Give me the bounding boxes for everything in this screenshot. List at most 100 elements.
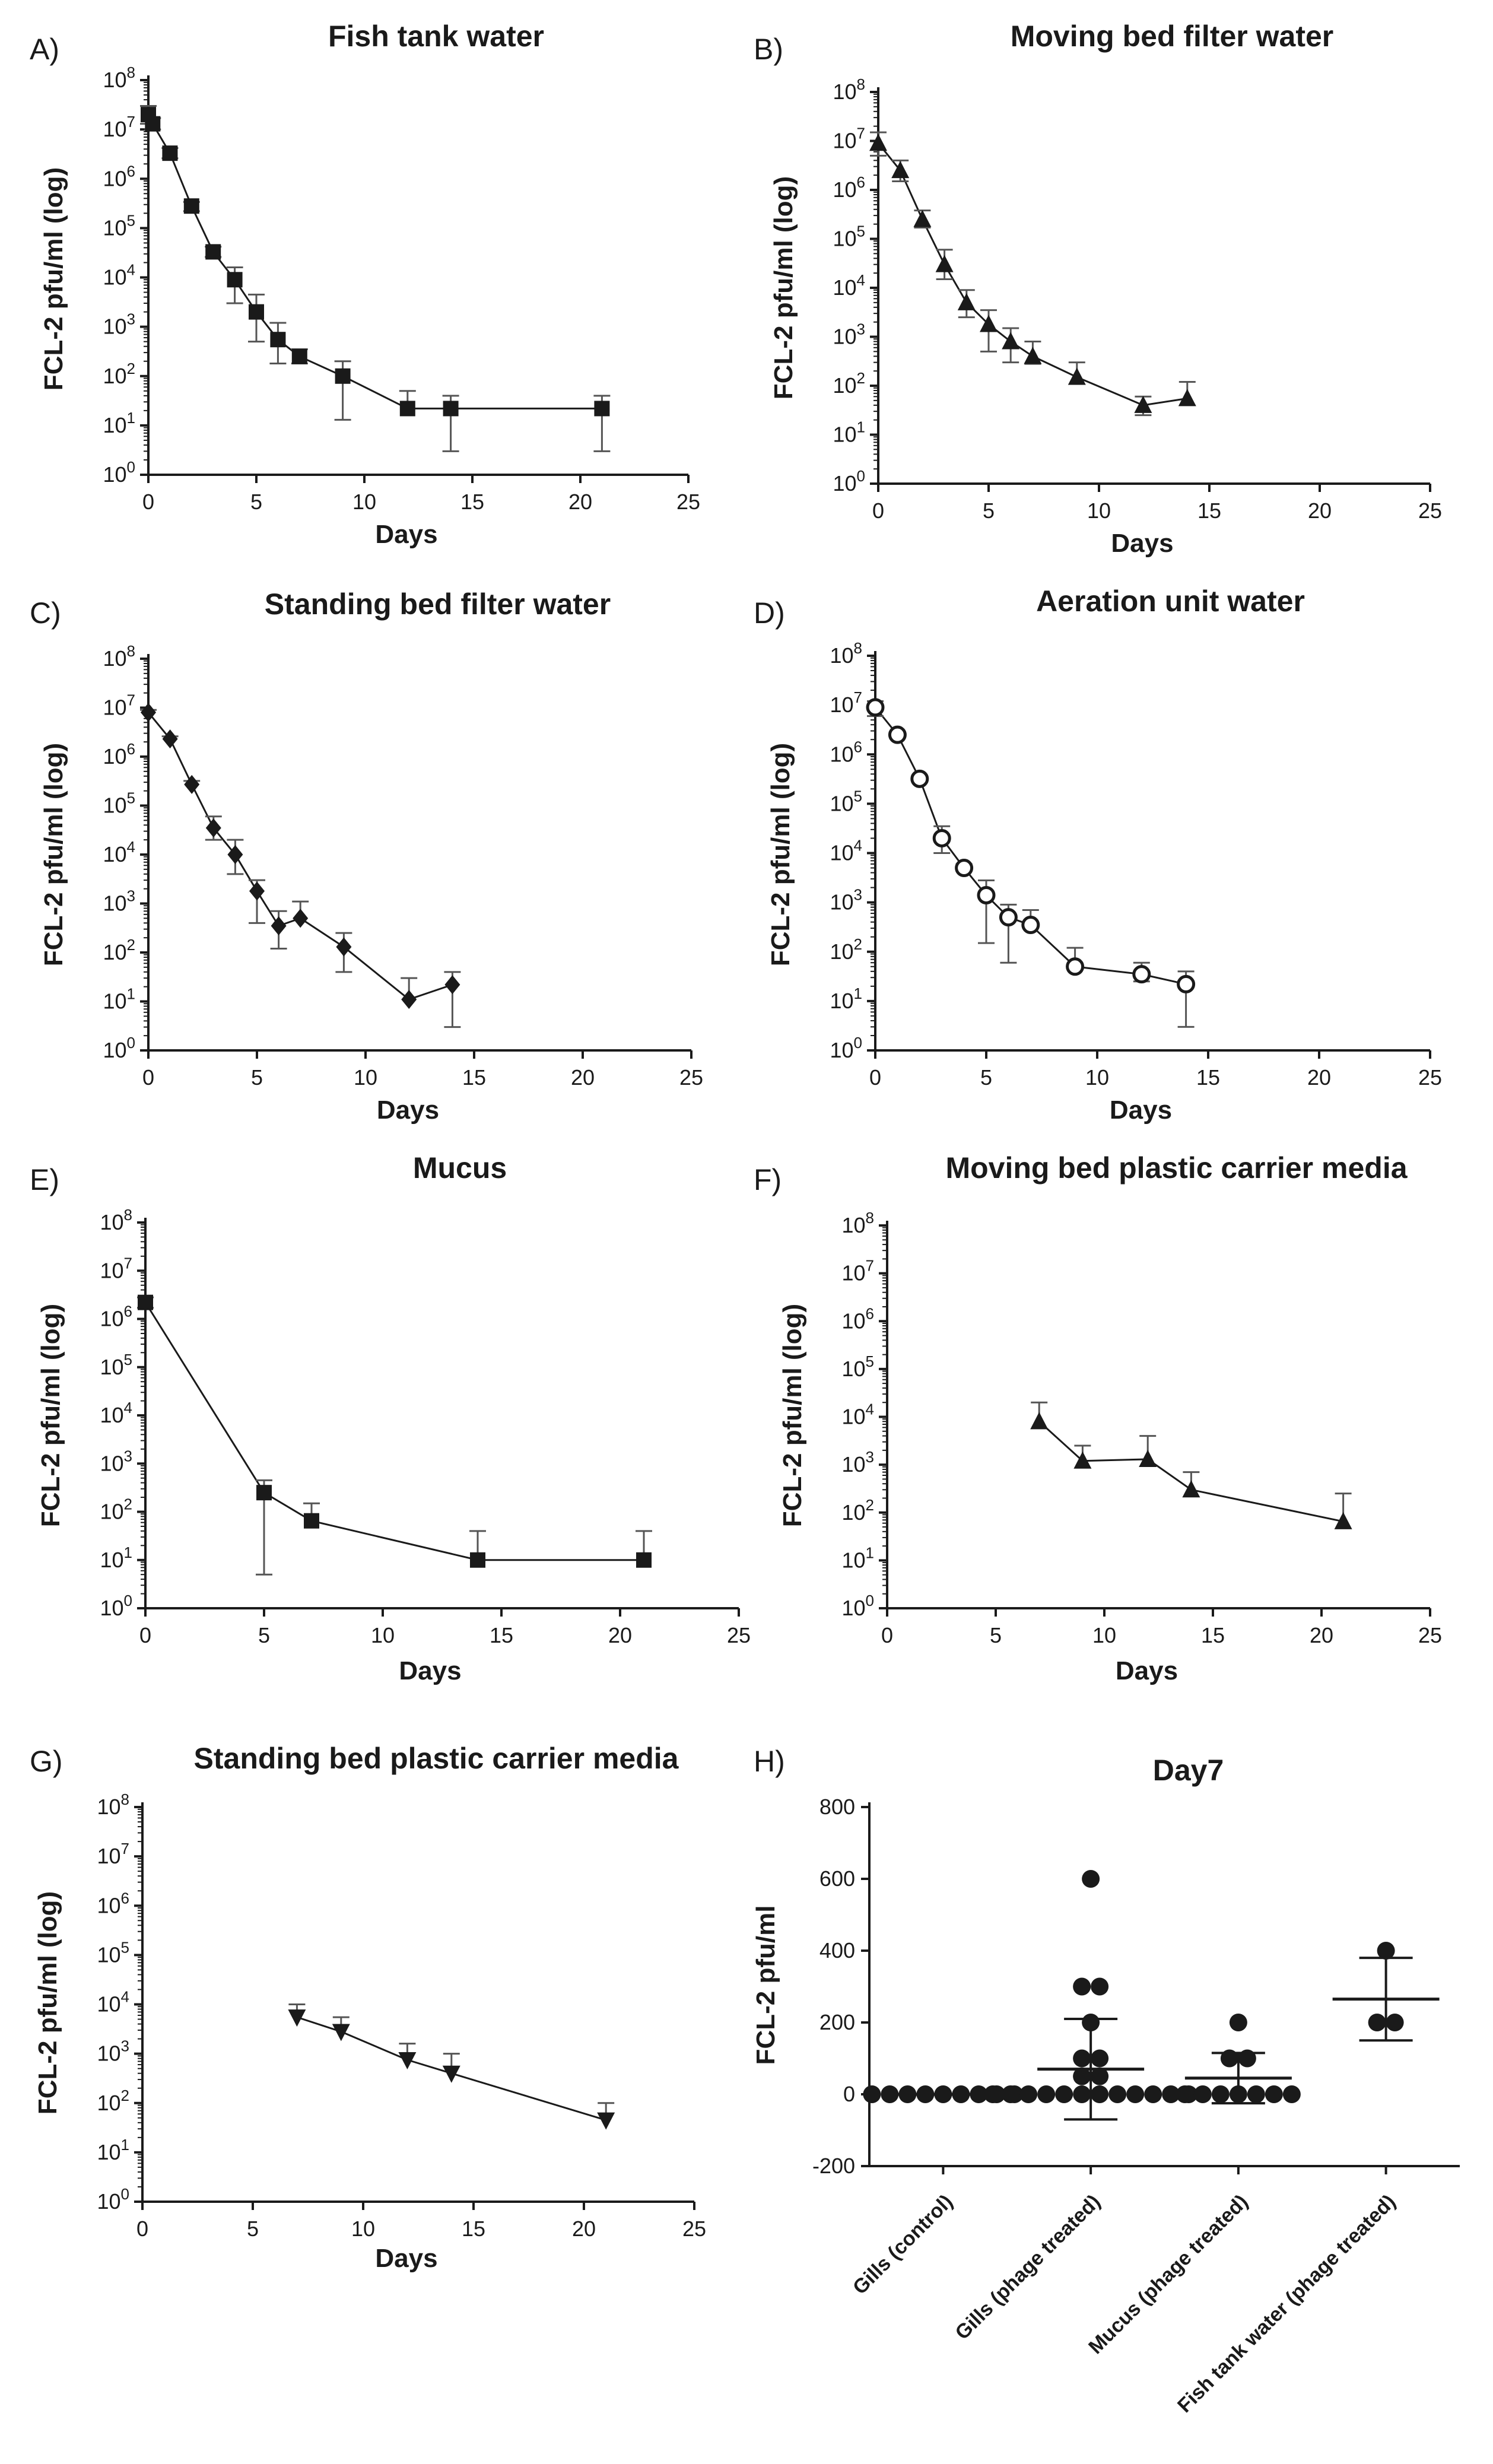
x-tick-label: 20 bbox=[568, 490, 592, 514]
data-point bbox=[1037, 2085, 1056, 2103]
data-point bbox=[888, 725, 907, 744]
y-axis-label: FCL-2 pfu/ml (log) bbox=[39, 167, 68, 390]
data-point bbox=[470, 1552, 485, 1568]
data-point bbox=[1021, 916, 1040, 935]
data-point bbox=[249, 881, 265, 901]
data-point bbox=[442, 2065, 460, 2083]
x-tick-label: 5 bbox=[990, 1623, 1002, 1647]
y-tick-label: 108 bbox=[100, 1206, 132, 1234]
panel-d: D) Aeration unit water Days FCL-2 pfu/ml (l… bbox=[754, 585, 1442, 1125]
data-point bbox=[1055, 2085, 1073, 2103]
data-point bbox=[1282, 2085, 1301, 2103]
data-point bbox=[271, 916, 287, 936]
data-point bbox=[270, 332, 286, 348]
data-point bbox=[1073, 1977, 1091, 1996]
data-point bbox=[1377, 1942, 1395, 1960]
data-point bbox=[184, 774, 200, 794]
x-tick-label: 25 bbox=[682, 2217, 706, 2241]
x-tick-label: 10 bbox=[1085, 1065, 1109, 1090]
data-point bbox=[399, 401, 415, 417]
y-tick-label: 104 bbox=[103, 838, 135, 866]
y-tick-label: 107 bbox=[103, 113, 135, 141]
data-point bbox=[1139, 1449, 1157, 1467]
data-point bbox=[141, 703, 156, 722]
data-point bbox=[183, 198, 199, 214]
y-axis-label: FCL-2 pfu/ml bbox=[751, 1906, 780, 2065]
y-axis-label: FCL-2 pfu/ml (log) bbox=[39, 743, 68, 966]
y-tick-label: 106 bbox=[103, 740, 135, 769]
x-tick-label: 25 bbox=[1418, 498, 1442, 523]
y-axis-label: FCL-2 pfu/ml (log) bbox=[778, 1304, 807, 1527]
x-tick-label: 15 bbox=[462, 1065, 486, 1090]
y-tick-label: 105 bbox=[103, 789, 135, 818]
data-point bbox=[288, 2009, 306, 2027]
data-point bbox=[1176, 2085, 1194, 2103]
data-point bbox=[1024, 347, 1042, 364]
x-tick-label: 20 bbox=[608, 1623, 632, 1647]
data-point bbox=[1193, 2085, 1212, 2103]
panel-letter: H) bbox=[754, 1745, 785, 1778]
chart-title: Standing bed plastic carrier media bbox=[194, 1742, 679, 1775]
x-axis-label: Days bbox=[1110, 1096, 1172, 1125]
x-tick-label: 0 bbox=[142, 490, 154, 514]
data-point bbox=[1073, 2067, 1091, 2085]
x-tick-label: 10 bbox=[351, 2217, 375, 2241]
data-point bbox=[145, 116, 161, 132]
chart-title: Aeration unit water bbox=[1036, 585, 1305, 618]
x-tick-label: 20 bbox=[1308, 498, 1332, 523]
data-point bbox=[1091, 1977, 1109, 1996]
x-tick-label: 15 bbox=[460, 490, 484, 514]
x-tick-label: 5 bbox=[258, 1623, 270, 1647]
x-tick-label: 25 bbox=[1418, 1623, 1442, 1647]
data-point bbox=[443, 401, 459, 417]
y-axis-label: FCL-2 pfu/ml (log) bbox=[766, 743, 795, 966]
data-point bbox=[913, 209, 932, 227]
data-point bbox=[1126, 2085, 1145, 2103]
data-point bbox=[332, 2024, 350, 2041]
data-point bbox=[401, 990, 417, 1009]
data-point bbox=[205, 818, 221, 838]
x-tick-label: 5 bbox=[250, 490, 262, 514]
data-point bbox=[869, 134, 887, 151]
x-tick-label: 5 bbox=[251, 1065, 263, 1090]
x-tick-label: 10 bbox=[1092, 1623, 1116, 1647]
data-point bbox=[1134, 395, 1152, 413]
x-tick-label: 20 bbox=[1310, 1623, 1333, 1647]
data-point bbox=[1144, 2085, 1162, 2103]
data-point bbox=[1334, 1512, 1352, 1529]
data-point bbox=[336, 937, 352, 957]
y-tick-label: 101 bbox=[833, 418, 865, 447]
data-point bbox=[1091, 2049, 1109, 2068]
x-tick-label: 25 bbox=[1418, 1065, 1442, 1090]
data-point bbox=[594, 401, 610, 417]
data-point bbox=[1073, 1451, 1092, 1469]
y-tick-label: 600 bbox=[819, 1866, 855, 1891]
data-point bbox=[398, 2052, 417, 2070]
data-point bbox=[138, 1294, 153, 1310]
y-tick-label: 400 bbox=[819, 1938, 855, 1963]
x-axis-label: Days bbox=[1111, 529, 1173, 558]
chart-title: Moving bed filter water bbox=[1011, 20, 1334, 53]
x-tick-label: 0 bbox=[142, 1065, 154, 1090]
data-point bbox=[935, 255, 954, 272]
data-point bbox=[1091, 2085, 1109, 2103]
data-point bbox=[980, 315, 998, 332]
data-point bbox=[863, 2085, 881, 2103]
data-point bbox=[335, 368, 351, 384]
data-point bbox=[1178, 389, 1196, 407]
data-point bbox=[227, 272, 243, 288]
y-tick-label: -200 bbox=[812, 2154, 855, 2178]
data-point bbox=[162, 145, 178, 161]
data-point bbox=[955, 859, 974, 878]
data-point bbox=[1002, 332, 1020, 350]
x-tick-label: 20 bbox=[1307, 1065, 1331, 1090]
panel-letter: E) bbox=[30, 1163, 59, 1196]
data-point bbox=[205, 244, 221, 260]
data-point bbox=[293, 909, 309, 928]
data-point bbox=[1162, 2085, 1180, 2103]
x-tick-label: 15 bbox=[1196, 1065, 1220, 1090]
x-tick-label: 10 bbox=[371, 1623, 395, 1647]
panel-letter: A) bbox=[30, 33, 59, 66]
panel-a: A) Fish tank water Days FCL-2 pfu/ml (log) 1… bbox=[30, 20, 700, 549]
data-point bbox=[227, 845, 243, 864]
